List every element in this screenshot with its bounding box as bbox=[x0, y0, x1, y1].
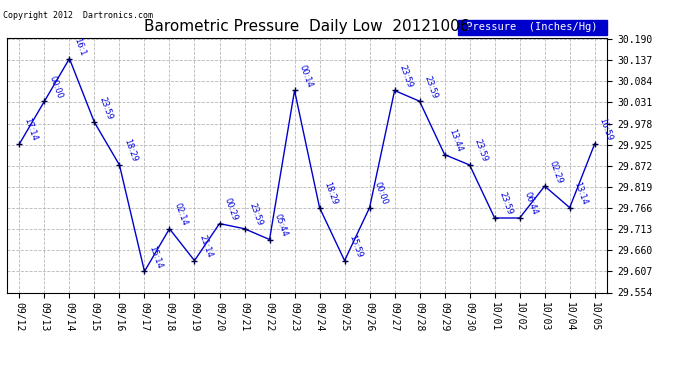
Text: 16:1: 16:1 bbox=[72, 37, 87, 57]
Text: 23:59: 23:59 bbox=[97, 96, 114, 121]
Text: 15:59: 15:59 bbox=[347, 234, 364, 259]
Text: 23:59: 23:59 bbox=[397, 64, 414, 89]
Text: 02:29: 02:29 bbox=[547, 159, 564, 185]
Text: Copyright 2012  Dartronics.com: Copyright 2012 Dartronics.com bbox=[3, 11, 153, 20]
Text: 00:14: 00:14 bbox=[297, 64, 314, 89]
Text: 23:59: 23:59 bbox=[473, 138, 489, 164]
Text: 00:29: 00:29 bbox=[222, 197, 239, 222]
Text: 23:59: 23:59 bbox=[497, 191, 514, 217]
Text: 18:29: 18:29 bbox=[122, 138, 139, 164]
Text: 06:44: 06:44 bbox=[522, 191, 539, 217]
Text: 23:59: 23:59 bbox=[247, 202, 264, 227]
Text: 00:00: 00:00 bbox=[373, 181, 389, 206]
Text: 17:14: 17:14 bbox=[22, 117, 39, 142]
Text: 21:14: 21:14 bbox=[197, 234, 214, 259]
Text: 13:14: 13:14 bbox=[573, 181, 589, 206]
Text: 05:44: 05:44 bbox=[273, 213, 289, 238]
Text: 13:44: 13:44 bbox=[447, 128, 464, 153]
Text: 15:14: 15:14 bbox=[147, 244, 164, 270]
Text: Pressure  (Inches/Hg): Pressure (Inches/Hg) bbox=[460, 22, 604, 32]
Text: 18:29: 18:29 bbox=[322, 181, 339, 206]
Text: 02:14: 02:14 bbox=[172, 202, 189, 227]
Text: 23:59: 23:59 bbox=[422, 74, 439, 100]
Text: 00:00: 00:00 bbox=[47, 75, 63, 100]
Title: Barometric Pressure  Daily Low  20121006: Barometric Pressure Daily Low 20121006 bbox=[144, 18, 470, 33]
Text: 16:59: 16:59 bbox=[598, 117, 614, 142]
